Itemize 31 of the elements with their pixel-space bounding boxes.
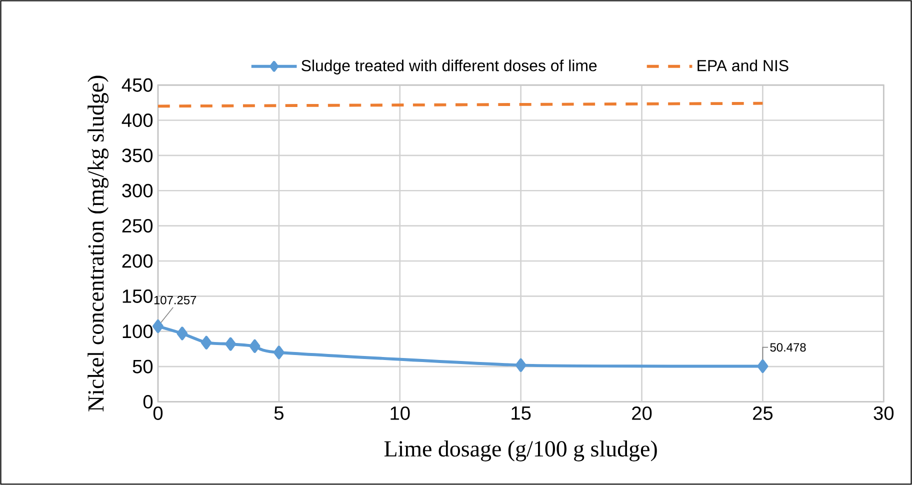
point <box>225 337 236 351</box>
data-label: 107.257 <box>154 296 196 304</box>
y-tick-label: 50 <box>132 360 153 374</box>
x-tick-label: 15 <box>512 406 531 420</box>
y-tick-label: 100 <box>122 324 153 338</box>
y-tick-label: 150 <box>122 289 153 304</box>
y-tick-label: 450 <box>122 78 153 92</box>
x-tick-label: 25 <box>753 406 773 420</box>
y-tick-label: 400 <box>122 114 153 128</box>
legend-label: EPA and NIS <box>698 60 788 72</box>
y-axis-title: Nickel concentration (mg/kg sludge) <box>88 76 108 412</box>
data-label: 50.478 <box>770 343 806 352</box>
legend-label: Sludge treated with different doses of lime <box>302 60 597 74</box>
point <box>249 339 260 353</box>
x-tick-label: 5 <box>274 406 284 420</box>
point <box>757 360 768 374</box>
x-tick-label: 0 <box>153 406 163 420</box>
point <box>273 346 284 360</box>
y-tick-label: 250 <box>122 219 153 233</box>
y-tick-label: 0 <box>143 395 153 409</box>
point <box>515 358 526 372</box>
point <box>200 336 212 350</box>
point <box>152 320 164 334</box>
y-tick-label: 200 <box>122 254 153 268</box>
point <box>176 326 188 340</box>
x-axis-title: Lime dosage (g/100 g sludge) <box>384 440 657 462</box>
y-tick-label: 350 <box>122 148 153 162</box>
x-tick-label: 30 <box>874 406 894 420</box>
x-tick-label: 10 <box>390 406 410 420</box>
y-tick-label: 300 <box>122 184 153 198</box>
x-tick-label: 20 <box>632 406 652 420</box>
